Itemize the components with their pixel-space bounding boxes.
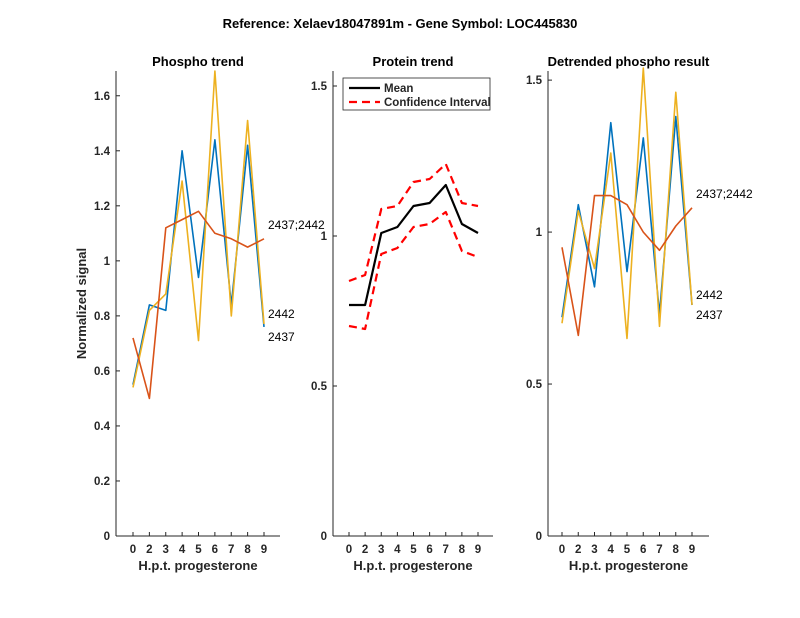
x-tick-label: 7 [443, 544, 449, 556]
series-line-2437-2442 [561, 194, 693, 337]
y-tick-label: 1.5 [526, 75, 543, 87]
x-tick-label: 6 [212, 544, 218, 556]
legend-entry: Confidence Interval [384, 97, 491, 109]
x-tick-label: 6 [640, 544, 646, 556]
series-line-confidence-interval [348, 210, 479, 331]
x-axis-label: H.p.t. progesterone [138, 558, 257, 573]
series-end-label: 2442 [268, 307, 295, 321]
x-tick-label: 0 [130, 544, 136, 556]
y-tick-label: 0 [104, 531, 110, 543]
x-tick-label: 2 [575, 544, 581, 556]
x-tick-label: 8 [673, 544, 680, 556]
y-tick-label: 1.6 [94, 91, 110, 103]
x-tick-label: 2 [146, 544, 152, 556]
legend-entry: Mean [384, 83, 413, 95]
x-tick-label: 4 [179, 544, 186, 556]
subplot-1: 00.20.40.60.811.21.41.60 2 3 4 5 6 7 8 9Phospho … [74, 54, 325, 573]
series-line-2437-2442 [132, 210, 265, 400]
y-tick-label: 1.4 [94, 146, 111, 158]
y-tick-label: 0.8 [94, 311, 111, 323]
x-tick-label: 9 [689, 544, 695, 556]
series-end-label: 2437;2442 [268, 218, 325, 232]
y-tick-label: 1 [321, 231, 328, 243]
x-tick-label: 7 [228, 544, 234, 556]
x-tick-label: 0 [346, 544, 352, 556]
series-line-2437 [132, 139, 265, 385]
y-tick-label: 0.4 [94, 421, 111, 433]
y-tick-label: 1.5 [311, 81, 328, 93]
x-tick-label: 4 [608, 544, 615, 556]
x-tick-label: 6 [426, 544, 432, 556]
x-axis-label: H.p.t. progesterone [353, 558, 472, 573]
y-tick-label: 1 [104, 256, 111, 268]
series-line-mean [349, 183, 479, 307]
x-tick-label: 4 [394, 544, 401, 556]
x-tick-label: 3 [591, 544, 597, 556]
x-tick-label: 0 [559, 544, 565, 556]
series-line-2442 [561, 67, 693, 340]
y-tick-label: 0.5 [526, 379, 543, 391]
x-tick-label: 8 [459, 544, 466, 556]
y-tick-label: 1.2 [94, 201, 110, 213]
x-tick-label: 8 [244, 544, 251, 556]
x-tick-label: 5 [624, 544, 631, 556]
y-axis-label: Normalized signal [74, 248, 89, 359]
x-tick-label: 3 [163, 544, 169, 556]
series-line-2442 [132, 70, 265, 388]
series-end-label: 2437 [696, 308, 723, 322]
x-axis-label: H.p.t. progesterone [569, 558, 688, 573]
subplot-title: Protein trend [373, 54, 454, 69]
x-tick-label: 5 [195, 544, 202, 556]
series-end-label: 2437;2442 [696, 187, 753, 201]
x-tick-label: 9 [261, 544, 267, 556]
x-tick-label: 9 [475, 544, 481, 556]
series-end-label: 2442 [696, 288, 723, 302]
subplot-title: Phospho trend [152, 54, 244, 69]
legend: Mean Confidence Interval [342, 77, 491, 111]
series-line-confidence-interval [348, 162, 479, 283]
x-tick-label: 3 [378, 544, 384, 556]
y-tick-label: 1 [536, 227, 543, 239]
x-tick-label: 7 [656, 544, 662, 556]
y-tick-label: 0 [536, 531, 542, 543]
x-tick-label: 5 [410, 544, 417, 556]
y-tick-label: 0.6 [94, 366, 110, 378]
y-tick-label: 0.5 [311, 381, 328, 393]
subplot-title: Detrended phospho result [548, 54, 710, 69]
y-tick-label: 0.2 [94, 476, 110, 488]
figure-title: Reference: Xelaev18047891m - Gene Symbol… [223, 16, 578, 31]
series-end-label: 2437 [268, 330, 295, 344]
y-tick-label: 0 [321, 531, 327, 543]
x-tick-label: 2 [362, 544, 368, 556]
